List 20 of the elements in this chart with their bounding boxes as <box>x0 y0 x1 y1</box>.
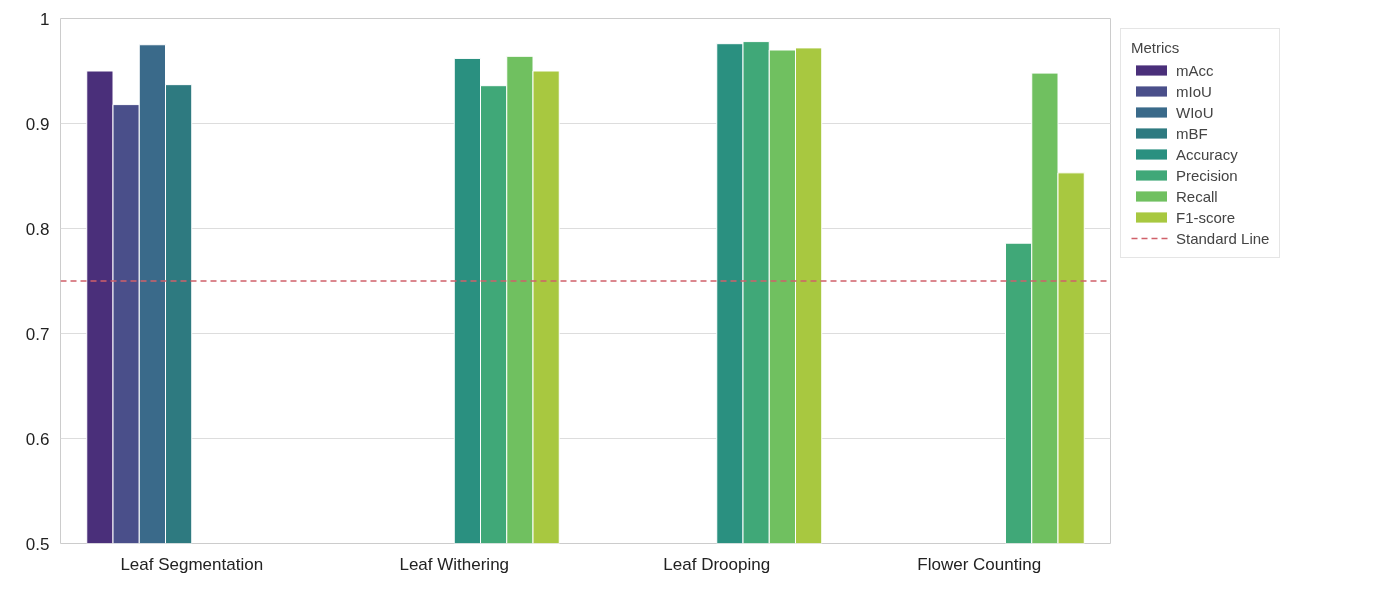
y-tick-label: 0.5 <box>25 534 50 554</box>
legend-label: Standard Line <box>1176 229 1270 247</box>
x-tick-label: Leaf Drooping <box>663 554 771 574</box>
y-tick-label: 0.9 <box>25 114 50 134</box>
legend-label: mIoU <box>1176 82 1212 100</box>
legend-label: F1-score <box>1176 208 1236 226</box>
y-tick-label: 0.7 <box>25 324 50 344</box>
x-tick-label: Flower Counting <box>917 554 1042 574</box>
legend-label: WIoU <box>1176 103 1214 121</box>
legend-label: mBF <box>1176 124 1208 142</box>
legend-label: Recall <box>1176 187 1218 205</box>
legend-title: Metrics <box>1131 39 1181 56</box>
legend-label: Precision <box>1176 166 1238 184</box>
y-tick-label: 1 <box>40 9 50 29</box>
y-tick-label: 0.8 <box>25 219 50 239</box>
legend-label: Accuracy <box>1176 145 1238 163</box>
y-tick-label: 0.6 <box>25 429 50 449</box>
x-tick-label: Leaf Withering <box>399 554 510 574</box>
legend-label: mAcc <box>1176 61 1214 79</box>
x-tick-label: Leaf Segmentation <box>120 554 264 574</box>
